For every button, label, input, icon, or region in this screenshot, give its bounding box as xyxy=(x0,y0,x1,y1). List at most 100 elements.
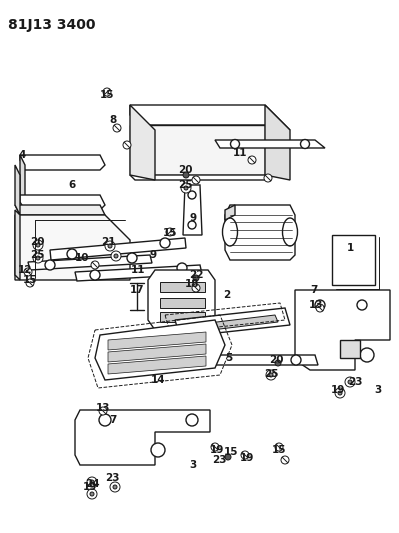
Text: 13: 13 xyxy=(309,300,323,310)
Polygon shape xyxy=(20,155,105,170)
Circle shape xyxy=(184,186,188,190)
Polygon shape xyxy=(225,205,295,260)
Circle shape xyxy=(345,377,355,387)
Text: 11: 11 xyxy=(233,148,247,158)
Text: 1: 1 xyxy=(346,243,354,253)
Circle shape xyxy=(33,240,43,250)
Circle shape xyxy=(225,454,231,460)
Text: 5: 5 xyxy=(225,353,233,363)
Circle shape xyxy=(360,348,374,362)
Polygon shape xyxy=(95,320,225,380)
Text: 24: 24 xyxy=(85,479,99,489)
Polygon shape xyxy=(15,165,20,215)
Polygon shape xyxy=(130,175,270,180)
Text: 7: 7 xyxy=(109,415,117,425)
Circle shape xyxy=(99,414,111,426)
Circle shape xyxy=(275,360,281,366)
Text: 15: 15 xyxy=(272,445,286,455)
Circle shape xyxy=(36,256,40,260)
Circle shape xyxy=(108,244,112,248)
Polygon shape xyxy=(183,185,202,235)
Circle shape xyxy=(123,141,131,149)
Circle shape xyxy=(193,275,199,281)
Circle shape xyxy=(91,261,99,269)
Text: 23: 23 xyxy=(348,377,362,387)
Circle shape xyxy=(275,443,283,451)
Polygon shape xyxy=(20,155,25,205)
Text: 6: 6 xyxy=(68,180,76,190)
Text: 20: 20 xyxy=(30,237,44,247)
Text: 19: 19 xyxy=(331,385,345,395)
Circle shape xyxy=(45,260,55,270)
Polygon shape xyxy=(215,140,325,148)
Circle shape xyxy=(127,253,137,263)
Text: 8: 8 xyxy=(109,115,117,125)
Circle shape xyxy=(99,407,107,415)
Text: 23: 23 xyxy=(105,473,119,483)
Polygon shape xyxy=(75,265,202,281)
Polygon shape xyxy=(192,315,278,332)
Polygon shape xyxy=(340,340,360,358)
Circle shape xyxy=(67,249,77,259)
Polygon shape xyxy=(130,105,290,130)
Circle shape xyxy=(192,176,200,184)
Polygon shape xyxy=(225,205,235,220)
Circle shape xyxy=(188,221,196,229)
Circle shape xyxy=(33,253,43,263)
Text: 15: 15 xyxy=(224,447,238,457)
Circle shape xyxy=(170,355,180,365)
Polygon shape xyxy=(108,344,206,362)
Text: 3: 3 xyxy=(374,385,381,395)
Circle shape xyxy=(188,191,196,199)
Polygon shape xyxy=(295,290,390,370)
Circle shape xyxy=(26,279,34,287)
Circle shape xyxy=(291,355,301,365)
Text: 3: 3 xyxy=(190,460,197,470)
Polygon shape xyxy=(150,355,318,365)
Text: 14: 14 xyxy=(151,375,165,385)
Circle shape xyxy=(110,482,120,492)
Text: 11: 11 xyxy=(131,265,145,275)
Polygon shape xyxy=(130,105,155,180)
Circle shape xyxy=(87,489,97,499)
Circle shape xyxy=(24,268,32,276)
Text: 9: 9 xyxy=(190,213,197,223)
Polygon shape xyxy=(75,410,210,465)
Circle shape xyxy=(315,300,325,310)
Circle shape xyxy=(348,380,352,384)
Polygon shape xyxy=(175,308,290,337)
Text: 9: 9 xyxy=(150,250,156,260)
Text: 7: 7 xyxy=(310,285,318,295)
Circle shape xyxy=(87,477,97,487)
Circle shape xyxy=(300,140,310,149)
Circle shape xyxy=(357,300,367,310)
Circle shape xyxy=(113,485,117,489)
Text: 19: 19 xyxy=(240,453,254,463)
Ellipse shape xyxy=(282,218,298,246)
Circle shape xyxy=(151,443,165,457)
Circle shape xyxy=(111,251,121,261)
Circle shape xyxy=(166,228,174,236)
Text: 20: 20 xyxy=(269,355,283,365)
Text: 17: 17 xyxy=(130,285,144,295)
Polygon shape xyxy=(148,270,215,330)
Polygon shape xyxy=(15,205,105,215)
Circle shape xyxy=(338,391,342,395)
Text: 81J13 3400: 81J13 3400 xyxy=(8,18,95,32)
Circle shape xyxy=(183,172,189,178)
Circle shape xyxy=(211,443,219,451)
Polygon shape xyxy=(50,238,186,260)
Circle shape xyxy=(90,480,94,484)
Circle shape xyxy=(90,270,100,280)
Circle shape xyxy=(192,284,200,292)
Text: 25: 25 xyxy=(264,369,278,379)
Polygon shape xyxy=(15,215,130,280)
Text: 13: 13 xyxy=(96,403,110,413)
Circle shape xyxy=(281,456,289,464)
Polygon shape xyxy=(160,312,205,322)
Polygon shape xyxy=(108,332,206,350)
Text: 22: 22 xyxy=(189,270,203,280)
Text: 15: 15 xyxy=(23,275,37,285)
Text: 2: 2 xyxy=(223,290,231,300)
Polygon shape xyxy=(28,255,152,270)
